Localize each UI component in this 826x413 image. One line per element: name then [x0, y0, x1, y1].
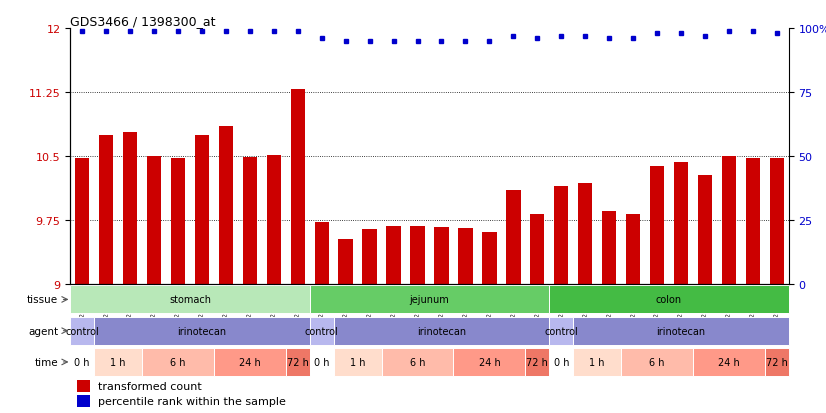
- Bar: [78, 380, 90, 392]
- Text: time: time: [35, 357, 59, 367]
- Text: 72 h: 72 h: [766, 357, 788, 367]
- Bar: [70, 348, 94, 376]
- Bar: [75, 159, 89, 284]
- Bar: [549, 348, 573, 376]
- Bar: [506, 190, 520, 284]
- Bar: [243, 157, 257, 284]
- Text: colon: colon: [656, 295, 682, 305]
- Text: irinotecan: irinotecan: [657, 326, 705, 336]
- Bar: [722, 157, 736, 284]
- Bar: [578, 184, 592, 284]
- Bar: [411, 226, 425, 284]
- Text: agent: agent: [28, 326, 59, 336]
- Text: transformed count: transformed count: [97, 381, 202, 391]
- Bar: [549, 317, 573, 345]
- Text: 72 h: 72 h: [526, 357, 548, 367]
- Text: 0 h: 0 h: [74, 357, 90, 367]
- Text: irinotecan: irinotecan: [178, 326, 226, 336]
- Bar: [693, 348, 765, 376]
- Bar: [310, 317, 334, 345]
- Bar: [78, 396, 90, 407]
- Bar: [530, 214, 544, 284]
- Bar: [70, 286, 310, 314]
- Bar: [147, 157, 161, 284]
- Bar: [602, 212, 616, 284]
- Text: irinotecan: irinotecan: [417, 326, 466, 336]
- Bar: [123, 133, 137, 284]
- Bar: [573, 348, 621, 376]
- Bar: [626, 214, 640, 284]
- Text: 1 h: 1 h: [111, 357, 126, 367]
- Bar: [142, 348, 214, 376]
- Bar: [339, 240, 353, 284]
- Text: percentile rank within the sample: percentile rank within the sample: [97, 396, 286, 406]
- Bar: [770, 159, 784, 284]
- Bar: [621, 348, 693, 376]
- Bar: [267, 156, 281, 284]
- Bar: [549, 286, 789, 314]
- Text: 24 h: 24 h: [718, 357, 740, 367]
- Bar: [291, 90, 305, 284]
- Bar: [765, 348, 789, 376]
- Bar: [99, 135, 113, 284]
- Bar: [94, 348, 142, 376]
- Bar: [434, 227, 449, 284]
- Bar: [458, 229, 472, 284]
- Bar: [195, 135, 209, 284]
- Text: 6 h: 6 h: [649, 357, 665, 367]
- Text: tissue: tissue: [27, 295, 59, 305]
- Bar: [482, 232, 496, 284]
- Text: control: control: [65, 326, 99, 336]
- Text: 0 h: 0 h: [553, 357, 569, 367]
- Bar: [286, 348, 310, 376]
- Text: GDS3466 / 1398300_at: GDS3466 / 1398300_at: [70, 15, 216, 28]
- Text: 6 h: 6 h: [170, 357, 186, 367]
- Text: 1 h: 1 h: [350, 357, 365, 367]
- Bar: [219, 127, 233, 284]
- Bar: [310, 286, 549, 314]
- Bar: [363, 230, 377, 284]
- Bar: [650, 167, 664, 284]
- Bar: [94, 317, 310, 345]
- Text: 72 h: 72 h: [287, 357, 309, 367]
- Text: 6 h: 6 h: [410, 357, 425, 367]
- Bar: [746, 158, 760, 284]
- Text: control: control: [305, 326, 339, 336]
- Bar: [315, 223, 329, 284]
- Bar: [525, 348, 549, 376]
- Text: jejunum: jejunum: [410, 295, 449, 305]
- Bar: [70, 317, 94, 345]
- Bar: [698, 175, 712, 284]
- Bar: [310, 348, 334, 376]
- Text: 1 h: 1 h: [590, 357, 605, 367]
- Bar: [334, 317, 549, 345]
- Bar: [382, 348, 453, 376]
- Text: stomach: stomach: [169, 295, 211, 305]
- Bar: [674, 162, 688, 284]
- Bar: [453, 348, 525, 376]
- Bar: [171, 158, 185, 284]
- Text: 0 h: 0 h: [314, 357, 330, 367]
- Bar: [387, 226, 401, 284]
- Bar: [573, 317, 789, 345]
- Bar: [554, 186, 568, 284]
- Text: 24 h: 24 h: [239, 357, 261, 367]
- Bar: [214, 348, 286, 376]
- Bar: [334, 348, 382, 376]
- Text: control: control: [544, 326, 578, 336]
- Text: 24 h: 24 h: [478, 357, 501, 367]
